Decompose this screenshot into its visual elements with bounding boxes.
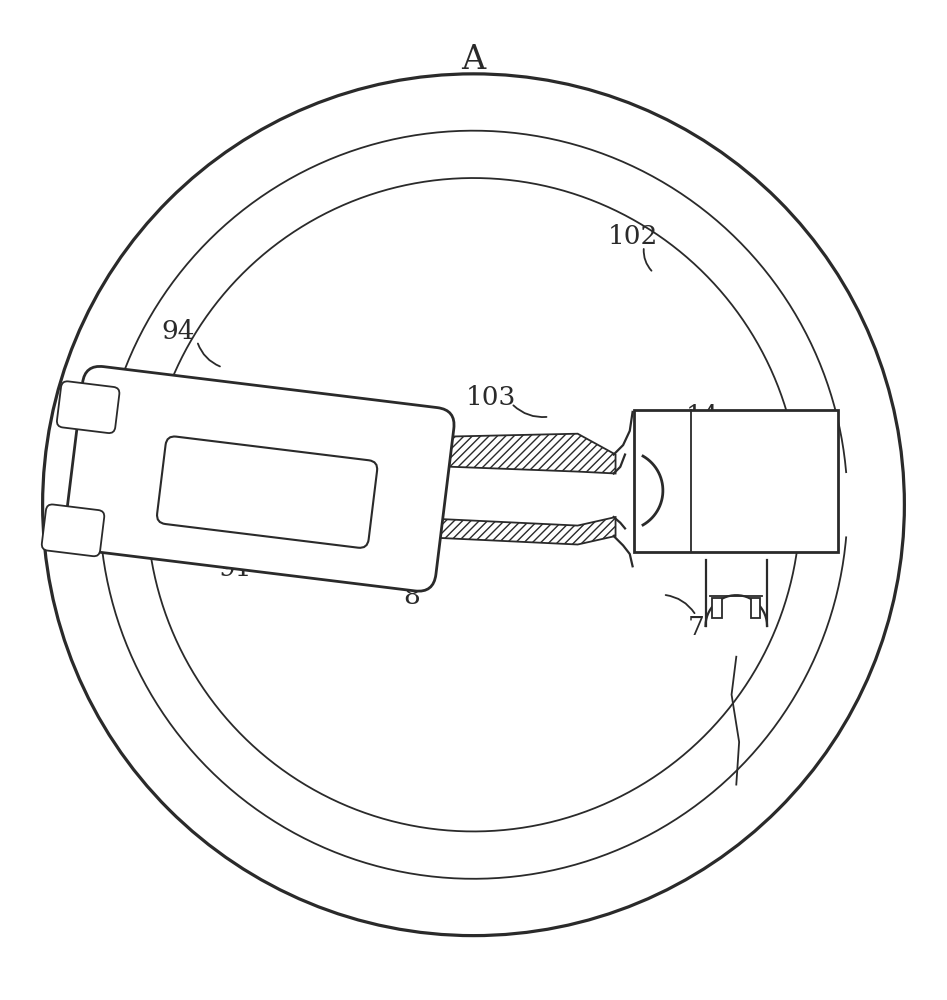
- Text: 8: 8: [403, 584, 420, 609]
- Text: 7: 7: [688, 615, 705, 640]
- FancyBboxPatch shape: [42, 504, 104, 556]
- Text: 91: 91: [218, 556, 252, 581]
- Text: 14: 14: [686, 404, 720, 429]
- Bar: [751, 598, 760, 618]
- Text: A: A: [461, 44, 486, 76]
- FancyBboxPatch shape: [64, 366, 454, 591]
- Polygon shape: [279, 511, 616, 545]
- Polygon shape: [279, 434, 616, 473]
- Bar: [712, 598, 722, 618]
- Text: 102: 102: [607, 224, 658, 249]
- Bar: [634, 410, 838, 552]
- FancyBboxPatch shape: [157, 436, 377, 548]
- FancyBboxPatch shape: [57, 381, 119, 433]
- Text: 94: 94: [161, 319, 195, 344]
- Text: 92: 92: [224, 470, 259, 495]
- Text: 103: 103: [465, 385, 516, 410]
